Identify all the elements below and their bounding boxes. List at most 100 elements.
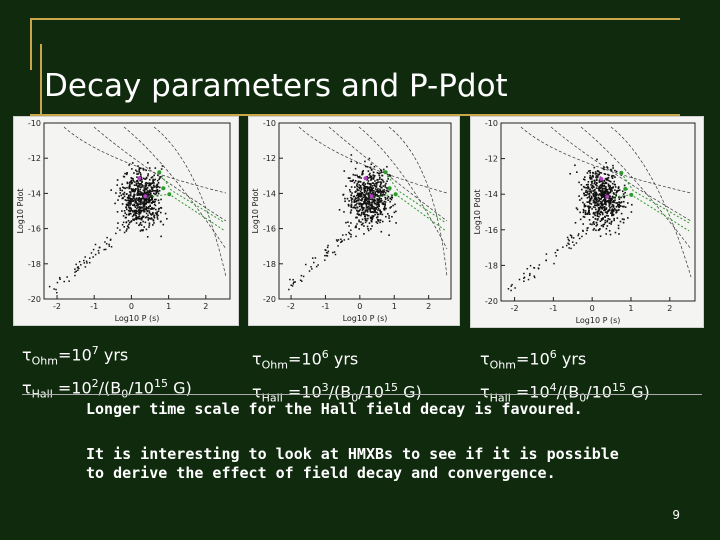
scatter-point — [94, 253, 97, 256]
scatter-point — [612, 186, 615, 188]
scatter-point — [136, 207, 138, 210]
scatter-point — [599, 184, 602, 187]
scatter-point — [128, 199, 131, 202]
scatter-point — [369, 208, 371, 211]
scatter-point — [126, 186, 128, 189]
scatter-point — [611, 174, 613, 177]
scatter-point — [129, 181, 131, 184]
scatter-point — [139, 194, 142, 196]
scatter-point — [97, 249, 100, 252]
scatter-point — [361, 203, 364, 206]
scatter-point — [380, 178, 383, 181]
scatter-point — [364, 194, 367, 196]
scatter-point — [144, 178, 146, 180]
scatter-point — [369, 192, 371, 194]
scatter-point — [139, 184, 141, 187]
scatter-point — [349, 212, 352, 214]
scatter-point — [576, 171, 578, 173]
scatter-point — [145, 207, 148, 210]
scatter-point — [388, 215, 390, 217]
scatter-point — [142, 167, 144, 170]
scatter-point — [596, 210, 599, 213]
scatter-point — [379, 213, 382, 215]
scatter-point — [592, 199, 595, 202]
scatter-point — [137, 199, 140, 201]
scatter-point — [569, 234, 572, 236]
separator-line — [22, 394, 702, 395]
scatter-point — [139, 206, 141, 208]
scatter-point — [337, 245, 339, 247]
scatter-point — [154, 193, 156, 196]
scatter-point — [357, 199, 360, 202]
scatter-point — [382, 203, 385, 206]
scatter-point — [327, 250, 330, 253]
scatter-point — [348, 189, 351, 191]
scatter-point — [589, 172, 592, 174]
scatter-point — [145, 184, 148, 187]
scatter-point — [587, 190, 589, 193]
scatter-point — [77, 269, 79, 272]
scatter-point — [360, 195, 363, 198]
scatter-point — [372, 215, 375, 217]
scatter-point — [152, 224, 154, 226]
scatter-point — [145, 185, 147, 188]
scatter-point — [139, 209, 141, 211]
scatter-point — [358, 189, 360, 191]
dashed-field-line — [358, 126, 448, 250]
scatter-point — [594, 192, 597, 195]
scatter-point — [153, 215, 155, 218]
scatter-point — [154, 212, 157, 214]
scatter-point — [601, 213, 604, 216]
scatter-point — [376, 182, 378, 185]
scatter-point — [366, 188, 369, 190]
scatter-point — [353, 181, 356, 184]
scatter-point — [147, 161, 149, 164]
scatter-point — [145, 192, 148, 195]
scatter-point — [615, 206, 618, 208]
scatter-point — [599, 213, 602, 216]
scatter-point — [143, 187, 145, 189]
scatter-point — [136, 206, 139, 208]
scatter-point — [126, 182, 129, 185]
tau-symbol: τ — [480, 381, 490, 401]
scatter-point — [375, 221, 378, 223]
plot-frame — [43, 122, 231, 300]
scatter-point — [350, 194, 352, 196]
scatter-point — [601, 184, 603, 186]
scatter-point — [145, 198, 147, 201]
scatter-point — [609, 180, 612, 183]
scatter-point — [528, 274, 531, 277]
scatter-point — [356, 209, 358, 212]
scatter-point — [359, 203, 362, 205]
scatter-point — [618, 203, 621, 206]
y-tick-label: -12 — [263, 154, 276, 163]
scatter-point — [597, 194, 600, 196]
scatter-point — [357, 210, 360, 213]
scatter-point — [146, 235, 149, 238]
scatter-point — [612, 201, 615, 203]
scatter-point — [567, 238, 570, 241]
scatter-point — [149, 200, 151, 202]
scatter-point — [384, 198, 387, 201]
y-tick-label: -12 — [485, 155, 498, 164]
scatter-point — [152, 200, 154, 203]
scatter-point — [302, 275, 305, 278]
tau-symbol: τ — [480, 349, 490, 369]
y-tick-label: -18 — [485, 261, 498, 270]
scatter-point — [600, 190, 603, 193]
scatter-point — [164, 212, 167, 215]
scatter-point — [614, 186, 617, 188]
hall-exponent: 3 — [321, 380, 329, 394]
y-tick-label: -16 — [263, 225, 276, 234]
scatter-point — [288, 288, 290, 291]
scatter-point — [364, 186, 367, 188]
scatter-point — [134, 210, 136, 212]
scatter-point — [603, 182, 605, 185]
scatter-point — [143, 208, 146, 211]
scatter-point — [608, 222, 611, 225]
y-tick-label: -14 — [28, 189, 41, 198]
scatter-point — [590, 186, 593, 188]
scatter-point — [123, 210, 126, 212]
scatter-point — [135, 212, 137, 214]
scatter-point — [338, 208, 341, 211]
